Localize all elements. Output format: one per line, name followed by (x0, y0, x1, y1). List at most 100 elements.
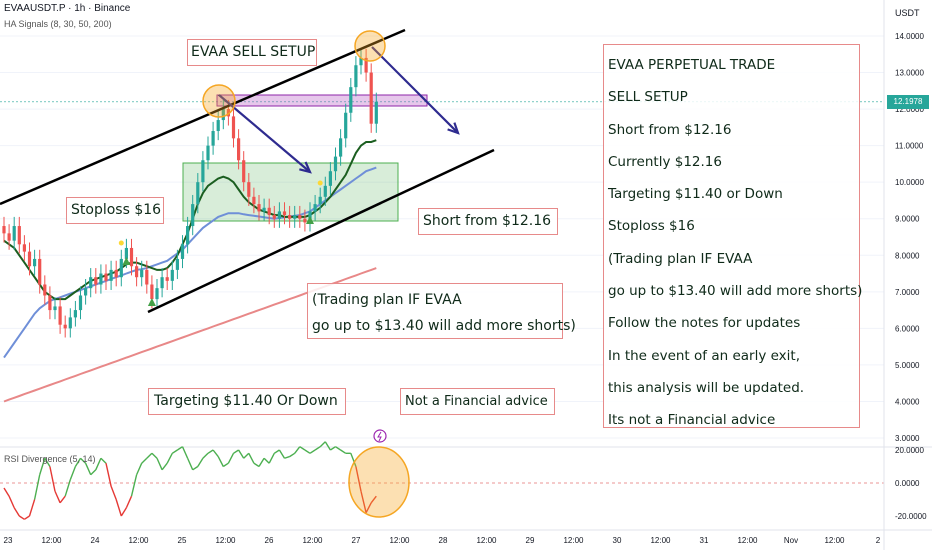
candle-body (344, 112, 348, 139)
rsi-segment (350, 453, 357, 467)
panel-line: Follow the notes for updates (608, 315, 801, 332)
candle-body (109, 269, 113, 281)
candle-body (114, 269, 118, 278)
candle-body (323, 185, 327, 197)
candle-body (333, 156, 338, 172)
candle-body (237, 138, 241, 161)
rsi-segment (248, 452, 255, 464)
buy-signal-marker (147, 298, 156, 306)
rsi-segment (54, 490, 61, 504)
rsi-segment (207, 449, 214, 454)
rsi-segment (197, 457, 204, 467)
rsi-segment (69, 466, 77, 480)
rsi-segment (192, 465, 199, 471)
channel-upper-line (0, 28, 406, 206)
candle-body (78, 295, 83, 311)
panel-line: In the event of an early exit, (608, 347, 800, 364)
panel-line: SELL SETUP (608, 89, 688, 106)
stoploss-note: Stoploss $16 (66, 197, 164, 224)
panel-line: Currently $12.16 (608, 153, 722, 170)
rsi-segment (289, 452, 296, 458)
rsi-segment (258, 457, 265, 467)
rsi-segment (340, 449, 347, 454)
trade-summary-panel: EVAA PERPETUAL TRADE SELL SETUP Short fr… (603, 44, 862, 428)
candle-body (124, 247, 128, 259)
buy-signal-marker (306, 216, 314, 224)
price-tick-label: 5.0000 (895, 361, 920, 370)
rsi-segment (105, 463, 112, 487)
time-tick-label: 2 (876, 536, 881, 545)
alert-icon[interactable] (373, 429, 387, 443)
rsi-indicator-label: RSI Divergence (5, 14) (4, 454, 96, 464)
candle-body (119, 258, 123, 278)
candle-body (38, 258, 42, 285)
rsi-segment (238, 449, 245, 459)
time-tick-label: 12:00 (215, 536, 236, 545)
time-tick-label: 24 (91, 536, 100, 545)
candle-body (135, 266, 139, 278)
price-tick-label: 12.0000 (895, 105, 924, 114)
price-tick-label: 14.0000 (895, 32, 924, 41)
panel-line: Targeting $11.40 or Down (608, 186, 783, 203)
rsi-segment (141, 457, 148, 464)
rsi-segment (365, 502, 372, 514)
time-tick-label: 28 (439, 536, 448, 545)
rsi-segment (324, 441, 331, 451)
time-tick-label: 25 (178, 536, 187, 545)
candle-body (364, 57, 368, 73)
candle-body (145, 269, 149, 285)
rsi-segment (151, 452, 158, 459)
time-tick-label: 26 (265, 536, 274, 545)
price-tick-label: 13.0000 (895, 69, 924, 78)
rsi-segment (74, 457, 82, 467)
rsi-segment (314, 446, 321, 451)
symbol-title: EVAAUSDT.P · 1h · Binance (4, 3, 131, 14)
rsi-segment (64, 479, 71, 497)
candle-body (27, 251, 32, 267)
rsi-segment (166, 452, 173, 464)
candle-body (339, 138, 343, 157)
rsi-segment (335, 446, 341, 451)
rsi-segment (268, 452, 275, 464)
down-arrow-target (371, 46, 459, 134)
candle-body (211, 131, 215, 146)
rsi-segment (13, 507, 20, 517)
candle-body (328, 171, 332, 186)
rsi-segment (84, 462, 92, 476)
rsi-segment (263, 457, 270, 464)
panel-line: Short from $12.16 (608, 121, 732, 138)
price-tick-label: 10.0000 (895, 178, 924, 187)
top-highlight-circle (202, 84, 236, 118)
rsi-segment (59, 495, 66, 504)
candle-body (267, 207, 271, 216)
candle-body (221, 109, 225, 121)
candle-body (313, 204, 317, 212)
time-tick-label: 31 (700, 536, 709, 545)
rsi-segment (186, 457, 194, 471)
rsi-segment (299, 446, 306, 451)
panel-line: Its not a Financial advice (608, 412, 776, 429)
rsi-segment (80, 457, 87, 464)
rsi-segment (284, 455, 290, 459)
time-tick-label: 23 (4, 536, 13, 545)
candle-body (298, 215, 302, 219)
candle-body (252, 196, 256, 205)
time-tick-label: 29 (526, 536, 535, 545)
rsi-divergence-circle (348, 446, 410, 518)
time-tick-label: 12:00 (389, 536, 410, 545)
candle-body (180, 244, 185, 259)
candle-body (155, 288, 159, 300)
trading-plan-note: (Trading plan IF EVAA go up to $13.40 wi… (307, 283, 576, 339)
rsi-segment (360, 491, 367, 513)
candle-body (84, 288, 88, 296)
rsi-segment (8, 495, 15, 509)
rsi-segment (233, 449, 239, 454)
time-tick-label: 12:00 (650, 536, 671, 545)
rsi-segment (156, 457, 163, 471)
candle-body (247, 182, 251, 197)
rsi-segment (130, 474, 138, 497)
rsi-segment (177, 446, 183, 451)
candle-body (349, 87, 353, 113)
rsi-segment (161, 462, 168, 471)
rsi-tick-label: 20.0000 (895, 446, 924, 455)
